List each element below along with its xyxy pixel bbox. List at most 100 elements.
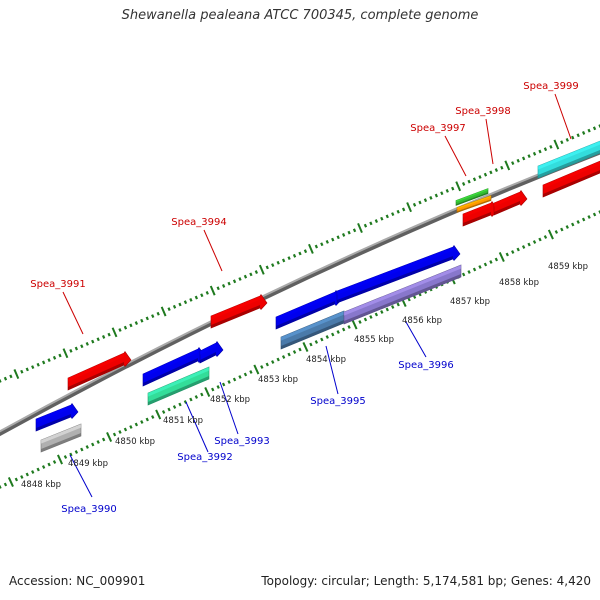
- forward-tick: [216, 385, 220, 389]
- reverse-tick: [145, 316, 149, 321]
- scale-label-4855: 4855 kbp: [354, 335, 394, 345]
- forward-tick: [309, 342, 313, 347]
- reverse-tick: [369, 221, 373, 226]
- forward-tick: [581, 217, 586, 222]
- forward-tick: [547, 229, 554, 240]
- reverse-tick: [3, 376, 8, 381]
- reverse-tick: [500, 165, 504, 170]
- gene-label-spea-3999: Spea_3999: [523, 81, 578, 92]
- forward-tick: [91, 442, 95, 447]
- reverse-tick: [527, 154, 531, 159]
- reverse-tick: [167, 307, 171, 312]
- reverse-tick: [151, 314, 155, 318]
- reverse-tick: [69, 348, 73, 353]
- forward-tick: [331, 332, 335, 337]
- forward-tick: [36, 467, 40, 472]
- forward-tick: [204, 387, 211, 397]
- kbp-scale-labels: 4848 kbp 4849 kbp 4850 kbp 4851 kbp 4852 kbp…: [21, 262, 588, 490]
- reverse-tick: [276, 260, 280, 265]
- gene-label-spea-3994: Spea_3994: [171, 217, 226, 228]
- forward-tick: [298, 347, 302, 352]
- cyan-rna-feature-highlight: [538, 141, 600, 170]
- gene-label-spea-3997: Spea_3997: [410, 123, 465, 134]
- spea-3997-feature-highlight: [463, 203, 491, 218]
- forward-tick: [287, 352, 291, 357]
- reverse-tick: [178, 302, 182, 307]
- steel-rna-feature-shade: [281, 320, 344, 349]
- spea-3993-feature-shade: [200, 352, 216, 363]
- reverse-tick: [412, 202, 417, 207]
- leader-spea-3990: [69, 454, 93, 498]
- forward-tick: [0, 485, 2, 489]
- reverse-tick: [221, 284, 226, 288]
- reverse-tick: [543, 147, 548, 152]
- reverse-tick: [156, 311, 160, 316]
- forward-tick: [253, 364, 260, 375]
- reverse-tick: [13, 369, 20, 380]
- reverse-tick: [74, 346, 79, 351]
- forward-tick: [472, 267, 477, 272]
- reverse-tick: [467, 179, 471, 184]
- leader-spea-3997: [444, 135, 467, 177]
- reverse-tick: [396, 209, 400, 214]
- reverse-tick: [258, 264, 265, 275]
- forward-tick: [118, 430, 122, 434]
- teal-rna-feature: [147, 366, 210, 406]
- reverse-tick: [172, 304, 177, 309]
- grey-rna-feature-shade: [41, 433, 81, 452]
- forward-tick: [292, 350, 297, 354]
- reverse-tick: [0, 379, 2, 383]
- forward-tick: [587, 215, 591, 219]
- scale-label-4852: 4852 kbp: [210, 395, 250, 405]
- forward-tick: [211, 387, 215, 392]
- reverse-tick: [455, 181, 462, 192]
- reverse-tick: [385, 214, 389, 219]
- spea-3990-feature: [35, 402, 79, 432]
- leader-spea-3998: [485, 118, 494, 165]
- reverse-tick: [478, 175, 482, 179]
- reverse-tick: [489, 170, 493, 175]
- forward-tick: [155, 409, 162, 420]
- orange-rna-feature: [456, 195, 492, 213]
- grey-rna-feature: [40, 423, 82, 453]
- forward-tick: [200, 392, 204, 397]
- reverse-tick: [238, 277, 242, 281]
- forward-tick: [407, 297, 411, 302]
- reverse-tick: [160, 306, 167, 317]
- forward-tick: [14, 477, 19, 482]
- reverse-tick: [249, 272, 253, 277]
- orange-rna-feature-shade: [457, 199, 491, 213]
- forward-tick: [380, 310, 384, 314]
- spea-3995-feature: [275, 289, 343, 330]
- scale-label-4859: 4859 kbp: [548, 262, 588, 272]
- forward-tick: [194, 395, 199, 399]
- forward-tick: [25, 472, 29, 477]
- reverse-tick: [232, 279, 237, 284]
- reverse-tick: [9, 374, 13, 379]
- spea-3993-feature: [199, 340, 224, 364]
- forward-tick: [302, 342, 309, 352]
- spea-3994-feature: [210, 293, 268, 329]
- forward-tick: [140, 420, 144, 424]
- reverse-tick: [472, 177, 477, 182]
- forward-tick: [96, 440, 100, 444]
- reverse-tick: [47, 358, 51, 363]
- forward-tick: [7, 477, 14, 487]
- scale-label-4848: 4848 kbp: [21, 480, 61, 490]
- reverse-tick: [516, 158, 520, 163]
- cyan-rna-feature-shade: [538, 150, 600, 178]
- reverse-tick: [96, 337, 100, 342]
- reverse-tick: [560, 140, 564, 145]
- leader-spea-3999: [554, 93, 572, 140]
- forward-tick: [494, 257, 499, 262]
- scale-label-4854: 4854 kbp: [306, 355, 346, 365]
- forward-tick: [178, 402, 182, 407]
- reverse-tick: [85, 342, 89, 346]
- gene-label-spea-3990: Spea_3990: [61, 504, 116, 515]
- forward-tick: [145, 417, 149, 422]
- reverse-tick: [80, 344, 84, 349]
- reverse-tick: [189, 297, 193, 302]
- forward-tick: [385, 307, 389, 312]
- spea-3999-feature-shade: [543, 170, 600, 197]
